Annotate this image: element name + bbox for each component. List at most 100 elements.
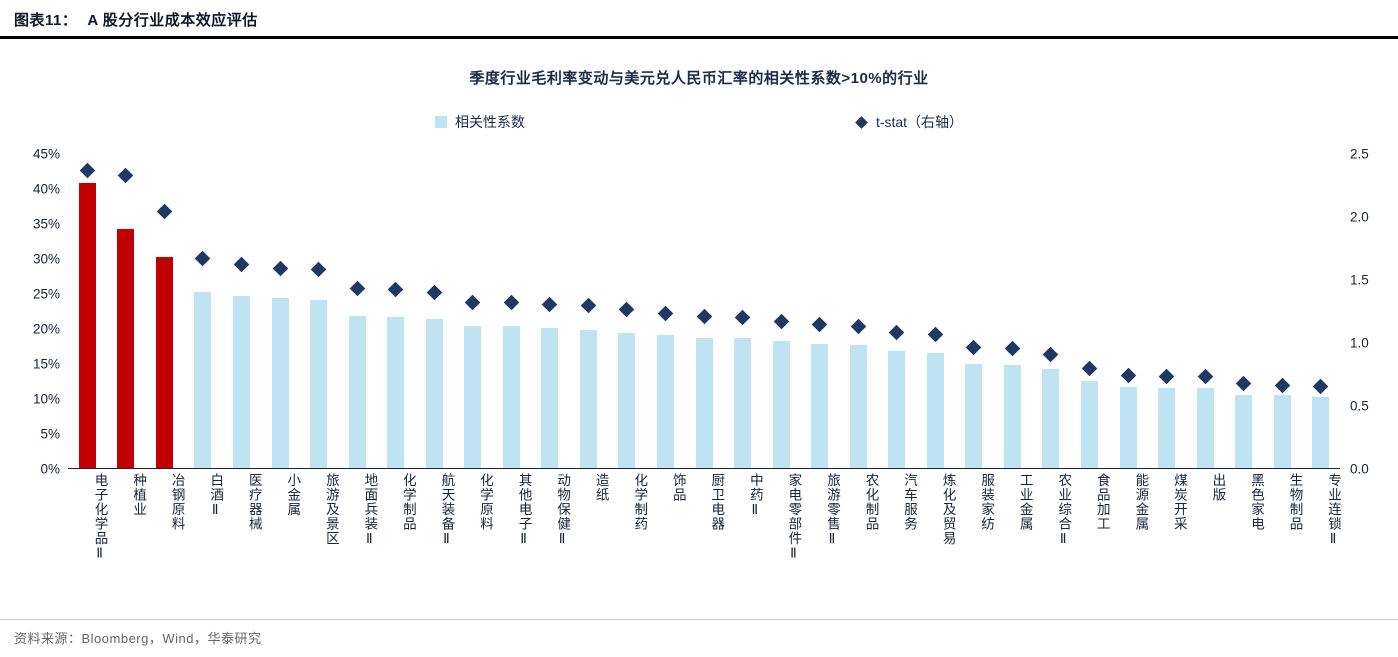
tstat-diamond-icon (734, 309, 751, 326)
right-axis-tick: 1.0 (1350, 335, 1369, 351)
chart-column (1224, 154, 1263, 468)
chart-column (916, 154, 955, 468)
correlation-bar (155, 257, 173, 468)
correlation-bar (811, 343, 829, 468)
chart-title: 季度行业毛利率变动与美元兑人民币汇率的相关性系数>10%的行业 (469, 70, 929, 87)
left-axis-tick: 45% (32, 146, 60, 162)
x-axis-labels: 电子化学品Ⅱ 种植业 冶钢原料 白酒Ⅱ 医疗器械 小金属 旅游及景区 地面兵装Ⅱ 化学制品 航天装… (68, 473, 1342, 611)
figure-header: 图表11： A 股分行业成本效应评估 (0, 0, 1398, 36)
chart-column (107, 154, 146, 468)
left-axis-tick: 10% (32, 391, 60, 407)
chart-column (1263, 154, 1302, 468)
x-axis-label: 家电零部件Ⅱ (786, 473, 802, 563)
x-axis-label: 能源金属 (1133, 473, 1149, 531)
tstat-diamond-icon (1235, 376, 1252, 392)
chart-column (1186, 154, 1225, 468)
x-axis-label: 化学制品 (400, 473, 416, 531)
x-axis-label: 中药Ⅱ (747, 473, 763, 519)
tstat-diamond-icon (387, 281, 404, 298)
tstat-diamond-icon (1004, 340, 1021, 357)
x-axis-label: 化学制药 (632, 473, 648, 531)
left-axis-tick: 5% (40, 426, 60, 442)
legend-item-tstat: t-stat（右轴） (855, 112, 963, 132)
tstat-diamond-icon (79, 162, 96, 179)
tstat-diamond-icon (1081, 361, 1098, 377)
correlation-bar (888, 350, 906, 468)
tstat-diamond-icon (580, 298, 597, 314)
correlation-bar (1196, 388, 1214, 468)
tstat-diamond-icon (619, 301, 635, 318)
chart-column (993, 154, 1032, 468)
correlation-bar (194, 292, 212, 468)
header-divider (0, 36, 1398, 39)
correlation-bar (271, 298, 289, 468)
chart-column (415, 154, 454, 468)
legend-label-tstat: t-stat（右轴） (875, 114, 964, 130)
tstat-diamond-icon (657, 305, 674, 322)
left-axis-tick: 25% (32, 286, 60, 302)
x-axis-label: 电子化学品Ⅱ (92, 473, 108, 563)
bar-swatch-icon (434, 116, 447, 128)
right-axis-tick: 1.5 (1350, 272, 1369, 288)
correlation-bar (734, 338, 752, 468)
correlation-bar (464, 325, 482, 468)
x-axis-label: 其他电子Ⅱ (516, 473, 532, 548)
x-axis-label: 汽车服务 (902, 473, 918, 531)
chart-column (877, 154, 916, 468)
legend-label-correlation: 相关性系数 (454, 114, 525, 130)
correlation-bar (965, 364, 983, 468)
footer-divider (0, 619, 1398, 620)
x-axis-label: 种植业 (131, 473, 147, 517)
correlation-bar (1273, 394, 1291, 468)
correlation-bar (232, 295, 250, 468)
right-axis-tick: 2.0 (1350, 209, 1369, 225)
x-axis-label: 食品加工 (1094, 473, 1110, 531)
x-axis-label: 黑色家电 (1248, 473, 1264, 531)
tstat-diamond-icon (542, 296, 558, 313)
figure-label: 图表11： (14, 12, 78, 29)
correlation-bar (656, 335, 674, 468)
x-axis-label: 航天装备Ⅱ (439, 473, 455, 548)
source-note: 资料来源：Bloomberg，Wind，华泰研究 (14, 631, 262, 646)
correlation-bar (78, 183, 96, 468)
chart-column (569, 154, 608, 468)
x-axis-label: 化学原料 (478, 473, 494, 531)
chart-column (1302, 154, 1341, 468)
correlation-bar (502, 326, 520, 468)
tstat-diamond-icon (272, 260, 288, 277)
right-axis-tick: 0.5 (1350, 398, 1369, 414)
plot-wrap: 45% 40% 35% 30% 25% 20% 15% 10% 5% 0% 2.5 2.0 1.5 1.… (14, 147, 1384, 477)
tstat-diamond-icon (349, 280, 365, 297)
tstat-diamond-icon (464, 294, 481, 310)
chart-column (839, 154, 878, 468)
chart-column (299, 154, 338, 468)
correlation-bar (1158, 388, 1176, 468)
right-axis: 2.5 2.0 1.5 1.0 0.5 0.0 (1340, 147, 1384, 477)
correlation-bar (849, 345, 867, 468)
correlation-bar (348, 315, 366, 468)
left-axis-tick: 15% (32, 356, 60, 372)
legend-item-correlation: 相关性系数 (434, 112, 525, 132)
x-axis-label: 小金属 (285, 473, 301, 517)
left-axis-tick: 40% (32, 181, 60, 197)
tstat-diamond-icon (195, 250, 211, 267)
chart-column (1147, 154, 1186, 468)
chart-column (1032, 154, 1071, 468)
x-axis-label: 饰品 (670, 473, 686, 502)
tstat-diamond-icon (233, 256, 250, 273)
correlation-bar (1042, 368, 1060, 468)
x-axis-label: 服装家纺 (979, 473, 995, 531)
correlation-bar (695, 337, 713, 468)
tstat-diamond-icon (1197, 368, 1213, 385)
chart-column (531, 154, 570, 468)
chart: 季度行业毛利率变动与美元兑人民币汇率的相关性系数>10%的行业 相关性系数 t-… (0, 67, 1398, 611)
tstat-diamond-icon (811, 317, 828, 333)
diamond-swatch-icon (855, 115, 868, 129)
correlation-bar (1080, 380, 1098, 468)
chart-column (800, 154, 839, 468)
x-axis-label: 造纸 (593, 473, 609, 502)
right-axis-tick: 2.5 (1350, 146, 1369, 162)
tstat-diamond-icon (1312, 378, 1329, 395)
chart-column (376, 154, 415, 468)
chart-column (261, 154, 300, 468)
